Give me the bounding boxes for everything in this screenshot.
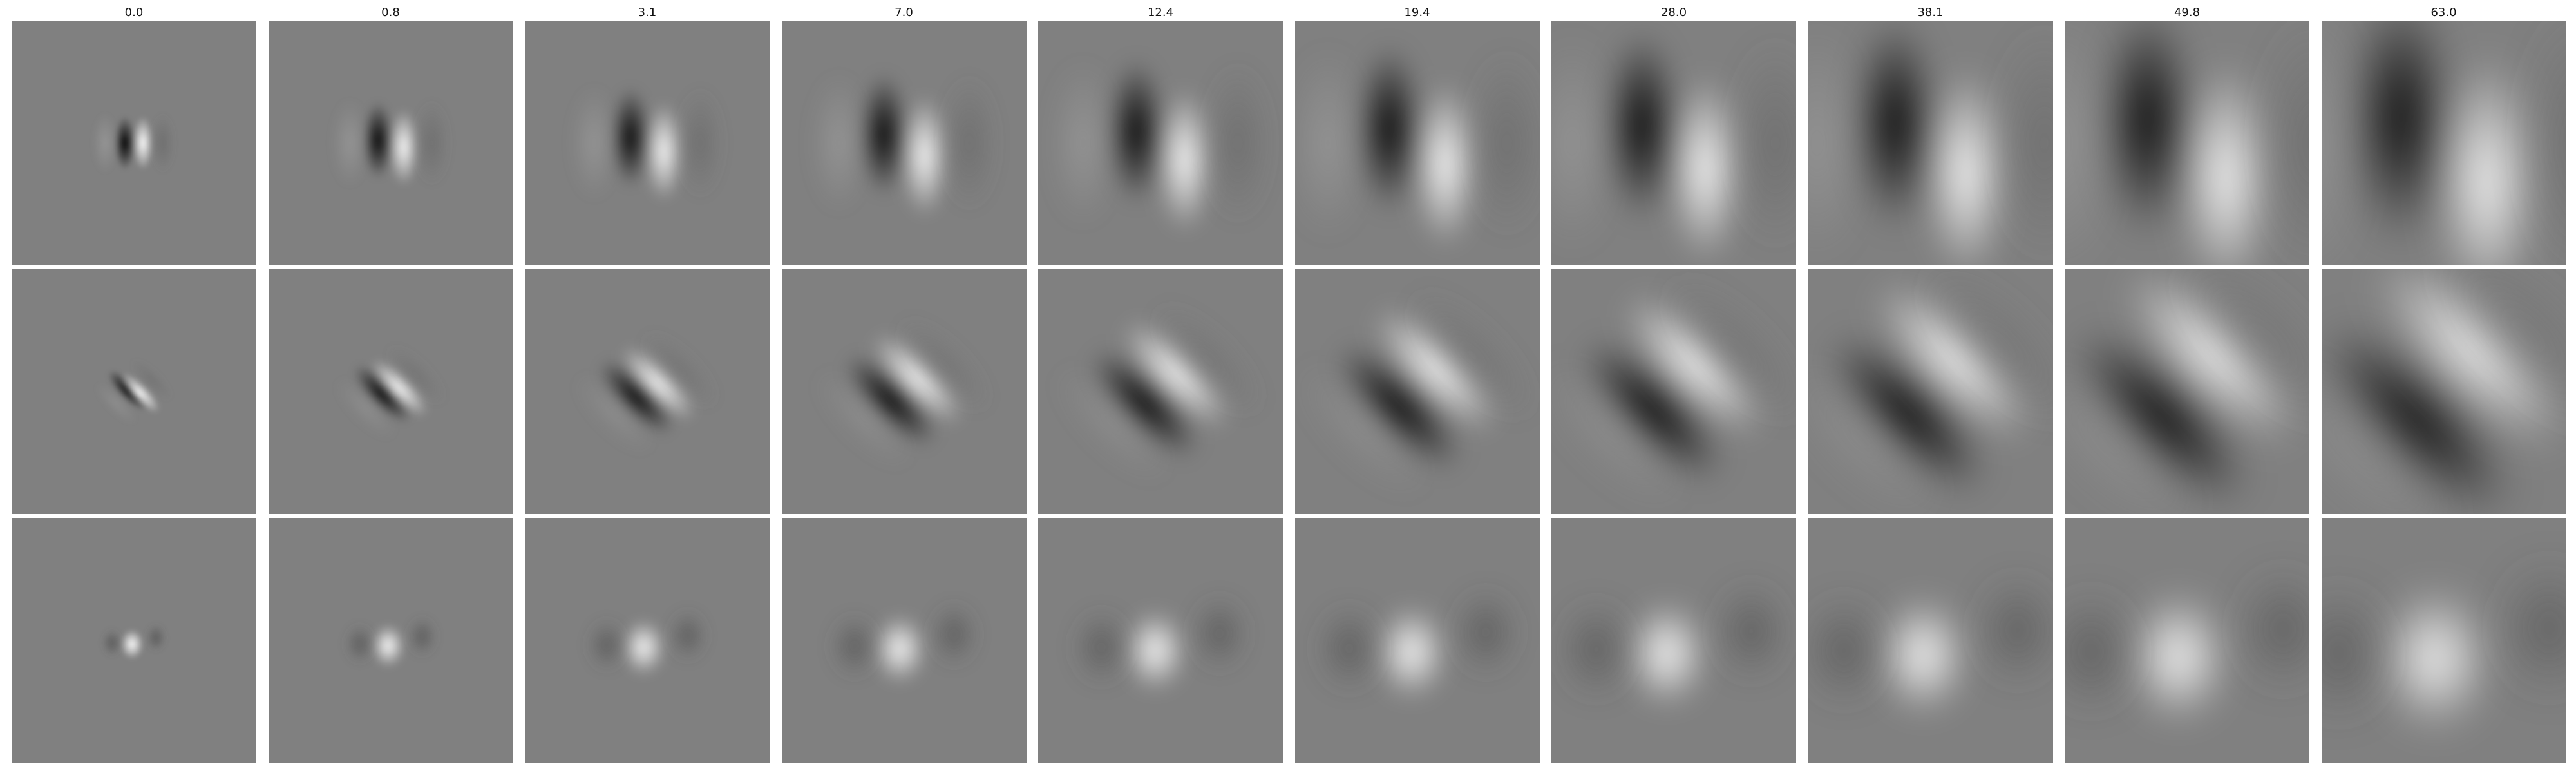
filter-image xyxy=(1294,518,1540,763)
filter-image xyxy=(525,269,770,514)
filter-image xyxy=(1808,518,2053,763)
filter-image xyxy=(12,269,256,514)
column-title: 38.1 xyxy=(1917,6,1944,19)
filter-panel xyxy=(1808,21,2053,265)
filter-panel xyxy=(1551,269,1796,514)
filter-panel xyxy=(1808,269,2053,514)
filter-image xyxy=(2321,518,2566,763)
filter-panel xyxy=(781,518,1027,763)
filter-panel xyxy=(2065,269,2309,514)
filter-panel xyxy=(1038,269,1283,514)
filter-panel xyxy=(12,269,256,514)
filter-image xyxy=(2065,518,2309,763)
filter-panel xyxy=(781,269,1027,514)
filter-image xyxy=(781,21,1027,265)
filter-image xyxy=(2321,269,2566,514)
filter-panel xyxy=(1038,518,1283,763)
filter-panel xyxy=(525,269,770,514)
column-title: 0.8 xyxy=(381,6,400,19)
filter-image xyxy=(2321,21,2566,265)
column-title: 49.8 xyxy=(2174,6,2201,19)
column-title: 7.0 xyxy=(895,6,913,19)
filter-image xyxy=(1038,518,1283,763)
column-title: 0.0 xyxy=(124,6,144,19)
filter-panel xyxy=(2065,518,2309,763)
filter-image xyxy=(268,518,513,763)
column-title: 3.1 xyxy=(638,6,657,19)
filter-image xyxy=(1808,269,2053,514)
filter-panel xyxy=(1294,269,1540,514)
filter-panel xyxy=(12,518,256,763)
column-title: 63.0 xyxy=(2430,6,2457,19)
filter-image xyxy=(1294,21,1540,265)
filter-image xyxy=(2065,21,2309,265)
filter-image xyxy=(1551,518,1796,763)
filter-panel xyxy=(268,518,513,763)
filter-image xyxy=(781,269,1027,514)
filter-panel xyxy=(268,21,513,265)
filter-image xyxy=(2065,269,2309,514)
filter-image xyxy=(268,269,513,514)
filter-image xyxy=(525,518,770,763)
filter-panel xyxy=(525,518,770,763)
filter-image xyxy=(1551,269,1796,514)
column-title: 19.4 xyxy=(1404,6,1430,19)
filter-panel xyxy=(1038,21,1283,265)
filter-image xyxy=(525,21,770,265)
filter-panel xyxy=(1551,21,1796,265)
column-title: 28.0 xyxy=(1660,6,1687,19)
filter-panel xyxy=(2321,21,2566,265)
filter-panel xyxy=(2321,269,2566,514)
filter-panel xyxy=(1551,518,1796,763)
filter-image xyxy=(1038,21,1283,265)
filter-panel xyxy=(525,21,770,265)
column-title: 12.4 xyxy=(1147,6,1174,19)
filter-image xyxy=(1808,21,2053,265)
filter-image xyxy=(781,518,1027,763)
filter-image xyxy=(12,518,256,763)
filter-panel xyxy=(1808,518,2053,763)
filter-image xyxy=(1294,269,1540,514)
filter-image xyxy=(1551,21,1796,265)
filter-image xyxy=(1038,269,1283,514)
filter-panel xyxy=(781,21,1027,265)
filter-panel xyxy=(268,269,513,514)
filter-panel xyxy=(1294,21,1540,265)
filter-panel xyxy=(2065,21,2309,265)
filter-panel xyxy=(2321,518,2566,763)
filter-image xyxy=(12,21,256,265)
filter-panel xyxy=(1294,518,1540,763)
filter-panel xyxy=(12,21,256,265)
filter-image xyxy=(268,21,513,265)
